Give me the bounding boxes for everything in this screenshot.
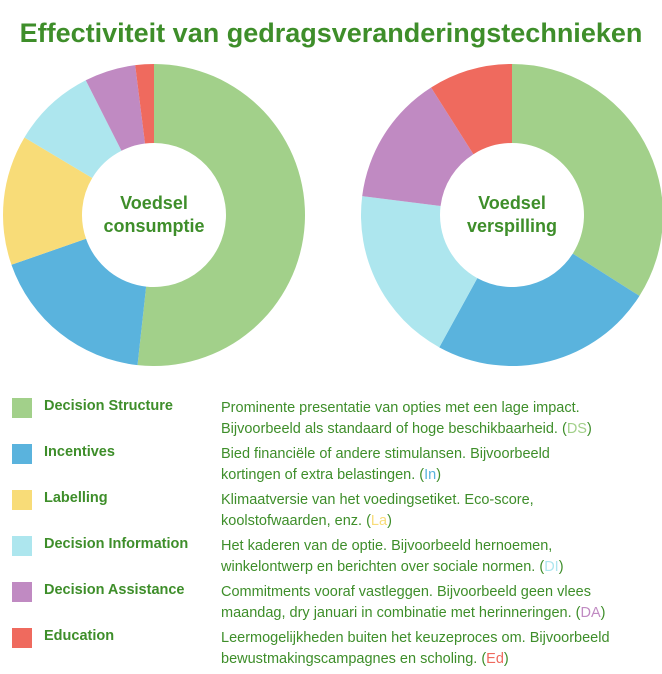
legend-item-name: Decision Information (44, 536, 189, 552)
donut-center-label-consumption-line1: Voedsel (120, 193, 188, 213)
legend-desc-line: Leermogelijkheden buiten het keuzeproces… (221, 630, 610, 646)
legend-desc-line: Klimaatversie van het voedingsetiket. Ec… (221, 492, 534, 508)
legend-desc-line: Prominente presentatie van opties met ee… (221, 400, 580, 416)
donut-chart-food-consumption (2, 64, 305, 366)
legend-item-description: Bied financiële of andere stimulansen. B… (221, 444, 657, 486)
legend-desc-close: ) (586, 421, 592, 437)
legend-desc-line: Commitments vooraf vastleggen. Bijvoorbe… (221, 584, 591, 600)
legend-abbreviation: In (424, 467, 437, 483)
legend-abbreviation: DS (566, 421, 587, 437)
donut-slice-decision-assistance (362, 87, 474, 206)
legend-swatch (12, 582, 32, 602)
legend-swatch (12, 628, 32, 648)
legend-item-labelling: Labelling Klimaatversie van het voedings… (0, 484, 662, 530)
legend-item-description: Prominente presentatie van opties met ee… (221, 398, 657, 440)
legend-desc-text: koolstofwaarden, enz. ( (221, 513, 371, 529)
donut-slice-decision-information (24, 80, 122, 179)
legend-desc-line: bewustmakingscampagnes en scholing. (Ed) (221, 649, 657, 670)
legend-swatch (12, 444, 32, 464)
legend-abbreviation: La (370, 513, 388, 529)
legend-desc-close: ) (600, 605, 606, 621)
legend-item-name: Decision Assistance (44, 582, 185, 598)
legend-desc-line: koolstofwaarden, enz. (La) (221, 511, 657, 532)
donut-center-label-waste-line2: verspilling (467, 216, 557, 236)
legend-desc-text: kortingen of extra belastingen. ( (221, 467, 425, 483)
donut-center-label-waste-line1: Voedsel (478, 193, 546, 213)
legend-item-description: Leermogelijkheden buiten het keuzeproces… (221, 628, 657, 670)
donut-slice-incentives (439, 253, 640, 367)
legend-swatch (12, 398, 32, 418)
legend-desc-line: kortingen of extra belastingen. (In) (221, 465, 657, 486)
legend-desc-line: Het kaderen van de optie. Bijvoorbeeld h… (221, 538, 553, 554)
donut-slice-decision-information (361, 196, 478, 348)
donut-charts: Voedsel consumptie Voedsel verspilling (2, 64, 662, 367)
legend-swatch (12, 490, 32, 510)
legend-desc-line: Bied financiële of andere stimulansen. B… (221, 446, 550, 462)
legend-desc-line: winkelontwerp en berichten over sociale … (221, 557, 657, 578)
legend-desc-text: Bijvoorbeeld als standaard of hoge besch… (221, 421, 567, 437)
legend-desc-text: maandag, dry januari in combinatie met h… (221, 605, 581, 621)
legend-item-decision-assistance: Decision Assistance Commitments vooraf v… (0, 576, 662, 622)
legend-item-decision-structure: Decision Structure Prominente presentati… (0, 392, 662, 438)
legend-item-description: Het kaderen van de optie. Bijvoorbeeld h… (221, 536, 657, 578)
legend-item-incentives: Incentives Bied financiële of andere sti… (0, 438, 662, 484)
legend-desc-close: ) (387, 513, 392, 529)
donut-slice-incentives (11, 238, 147, 366)
legend-abbreviation: DI (544, 559, 559, 575)
donut-chart-food-waste (361, 64, 662, 367)
donut-slice-labelling (2, 137, 93, 265)
legend-item-name: Labelling (44, 490, 108, 506)
donut-slice-education (135, 64, 154, 144)
legend-desc-text: bewustmakingscampagnes en scholing. ( (221, 651, 487, 667)
legend-item-description: Commitments vooraf vastleggen. Bijvoorbe… (221, 582, 657, 624)
legend-desc-close: ) (503, 651, 509, 667)
legend-swatch (12, 536, 32, 556)
donut-slice-decision-structure (512, 64, 662, 296)
donut-slice-decision-structure (137, 64, 305, 366)
donut-center-label-consumption-line2: consumptie (103, 216, 204, 236)
legend-item-name: Incentives (44, 444, 115, 460)
legend-desc-close: ) (558, 559, 564, 575)
legend-item-decision-information: Decision Information Het kaderen van de … (0, 530, 662, 576)
legend-desc-text: winkelontwerp en berichten over sociale … (221, 559, 545, 575)
legend-item-name: Decision Structure (44, 398, 173, 414)
donut-slice-decision-assistance (85, 65, 146, 151)
legend-item-education: Education Leermogelijkheden buiten het k… (0, 622, 662, 668)
legend-item-description: Klimaatversie van het voedingsetiket. Ec… (221, 490, 657, 532)
legend-item-name: Education (44, 628, 115, 644)
legend-desc-close: ) (436, 467, 442, 483)
donut-slice-education (431, 64, 512, 155)
legend-desc-line: Bijvoorbeeld als standaard of hoge besch… (221, 419, 657, 440)
legend-abbreviation: Ed (486, 651, 504, 667)
legend-desc-line: maandag, dry januari in combinatie met h… (221, 603, 657, 624)
legend-abbreviation: DA (580, 605, 601, 621)
page-title: Effectiviteit van gedragsveranderingstec… (19, 18, 643, 48)
